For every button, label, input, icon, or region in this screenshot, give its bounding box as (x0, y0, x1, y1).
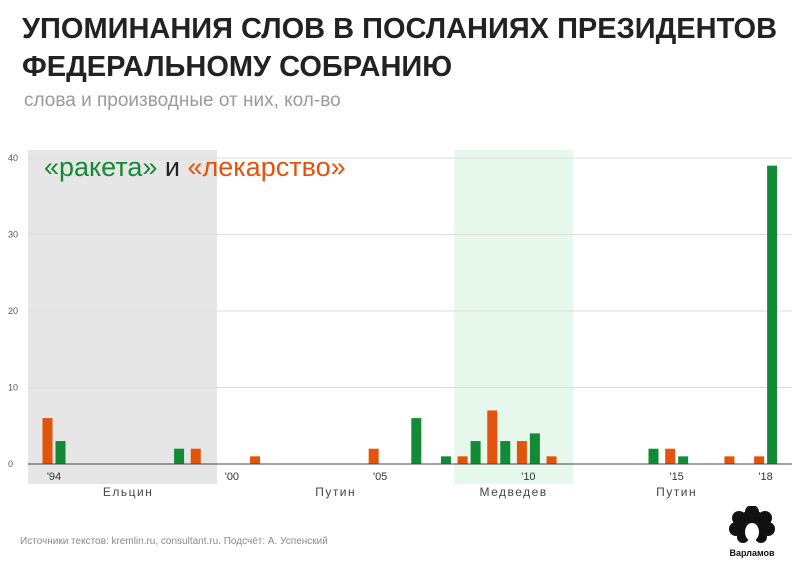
legend-lekarstvo: «лекарство» (187, 152, 346, 182)
legend-raketa: «ракета» (44, 152, 158, 182)
bar-raketa (767, 165, 778, 464)
bar-raketa (55, 441, 66, 464)
y-tick-label: 40 (8, 153, 18, 163)
x-tick-label: '10 (521, 471, 535, 483)
period-label: Путин (315, 485, 356, 499)
afro-logo-icon (729, 505, 775, 543)
x-tick-label: '94 (47, 471, 61, 483)
bar-raketa (470, 441, 481, 464)
legend-conjunction: и (157, 152, 188, 182)
bar-lekarstvo (546, 456, 557, 464)
y-tick-label: 10 (8, 383, 18, 393)
y-tick-label: 0 (8, 459, 13, 469)
chart-title: УПОМИНАНИЯ СЛОВ В ПОСЛАНИЯХ ПРЕЗИДЕНТОВ … (22, 10, 782, 86)
bar-lekarstvo (190, 448, 201, 464)
bar-lekarstvo (368, 448, 379, 464)
period-band (454, 150, 573, 484)
y-tick-label: 30 (8, 230, 18, 240)
period-band (28, 150, 218, 484)
period-label: Ельцин (103, 485, 153, 499)
x-tick-label: '05 (373, 471, 387, 483)
logo-text: Варламов (729, 548, 775, 558)
varlamov-logo: Варламов (722, 505, 782, 562)
bar-raketa (440, 456, 451, 464)
bar-lekarstvo (487, 410, 498, 464)
x-tick-label: '00 (225, 471, 239, 483)
bar-raketa (648, 448, 659, 464)
bar-raketa (174, 448, 185, 464)
bar-lekarstvo (516, 441, 527, 464)
bar-lekarstvo (724, 456, 735, 464)
bar-lekarstvo (754, 456, 765, 464)
chart-title-line-1: УПОМИНАНИЯ СЛОВ В ПОСЛАНИЯХ ПРЕЗИДЕНТОВ (22, 13, 778, 45)
bar-lekarstvo (457, 456, 468, 464)
bar-raketa (411, 418, 422, 464)
bar-raketa (529, 433, 540, 464)
x-tick-label: '15 (669, 471, 683, 483)
period-label: Путин (656, 485, 697, 499)
bar-lekarstvo (665, 448, 676, 464)
period-label: Медведев (479, 485, 547, 499)
bar-raketa (500, 441, 511, 464)
source-note: Источники текстов: kremlin.ru, consultan… (20, 536, 328, 547)
bar-lekarstvo (250, 456, 261, 464)
chart-title-line-2: ФЕДЕРАЛЬНОМУ СОБРАНИЮ (22, 51, 453, 83)
x-tick-label: '18 (758, 471, 772, 483)
bar-lekarstvo (42, 418, 53, 464)
bar-raketa (678, 456, 689, 464)
legend: «ракета» и «лекарство» (44, 152, 346, 183)
chart-subtitle: слова и производные от них, кол-во (24, 90, 341, 111)
y-tick-label: 20 (8, 306, 18, 316)
